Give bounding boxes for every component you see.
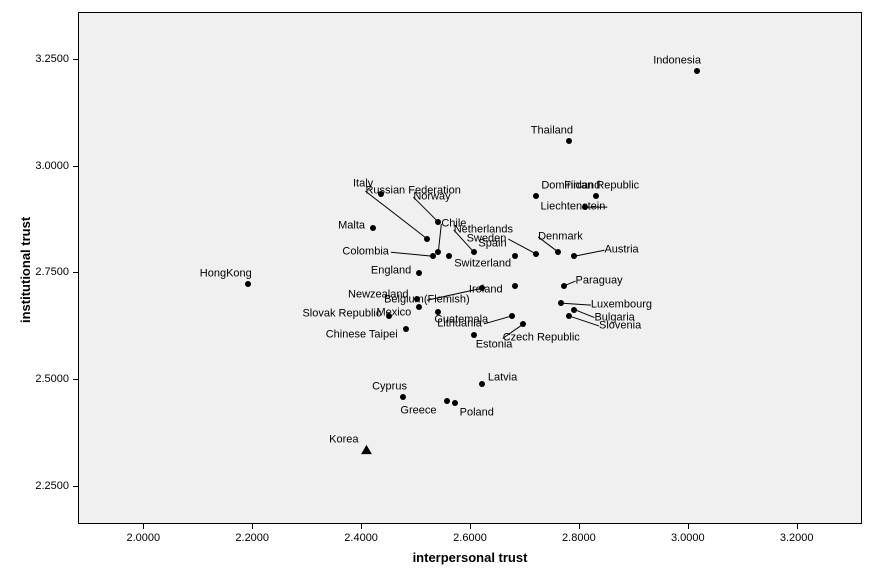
data-point	[571, 307, 577, 313]
y-tick-mark	[73, 59, 78, 60]
data-point	[444, 398, 450, 404]
data-point	[471, 332, 477, 338]
leader-line	[574, 310, 594, 318]
x-tick-mark	[579, 524, 580, 529]
data-point	[561, 283, 567, 289]
data-point	[471, 249, 477, 255]
point-label: Latvia	[488, 373, 517, 384]
y-tick-mark	[73, 486, 78, 487]
point-label: HongKong	[200, 268, 252, 279]
data-point	[694, 68, 700, 74]
point-label: Poland	[460, 408, 494, 419]
data-point	[566, 138, 572, 144]
y-tick-label: 2.7500	[35, 266, 69, 278]
point-label: Cyprus	[372, 382, 407, 393]
leader-line	[561, 303, 591, 305]
y-tick-label: 2.5000	[35, 373, 69, 385]
data-point	[558, 300, 564, 306]
point-label: Mexico	[376, 308, 411, 319]
data-point	[533, 251, 539, 257]
x-tick-label: 2.0000	[127, 532, 161, 544]
leader-line	[574, 250, 604, 256]
data-point	[386, 313, 392, 319]
y-tick-mark	[73, 272, 78, 273]
x-tick-mark	[797, 524, 798, 529]
data-point	[520, 321, 526, 327]
x-tick-mark	[688, 524, 689, 529]
data-point	[416, 270, 422, 276]
x-tick-label: 2.6000	[453, 532, 487, 544]
point-label: Estonia	[476, 340, 513, 351]
data-point	[416, 304, 422, 310]
data-point	[446, 253, 452, 259]
leader-line	[391, 252, 433, 256]
point-label: Ireland	[469, 285, 503, 296]
point-label: Indonesia	[653, 55, 701, 66]
data-point	[512, 253, 518, 259]
y-tick-mark	[73, 379, 78, 380]
x-tick-label: 2.2000	[235, 532, 269, 544]
y-tick-label: 2.2500	[35, 480, 69, 492]
x-tick-mark	[470, 524, 471, 529]
data-point	[512, 283, 518, 289]
data-point	[403, 326, 409, 332]
y-axis-label: institutional trust	[18, 217, 33, 323]
data-point	[430, 253, 436, 259]
point-label: Korea	[329, 435, 358, 446]
data-point	[361, 445, 372, 454]
point-label: Switzerland	[454, 259, 511, 270]
data-point	[571, 253, 577, 259]
data-point	[533, 193, 539, 199]
point-label: Slovenia	[599, 320, 641, 331]
leader-line	[508, 239, 536, 254]
y-tick-label: 3.0000	[35, 160, 69, 172]
data-point	[479, 285, 485, 291]
data-point	[566, 313, 572, 319]
point-label: Spain	[478, 239, 506, 250]
point-label: Greece	[400, 406, 436, 417]
y-tick-mark	[73, 166, 78, 167]
point-label: Luxembourg	[591, 300, 652, 311]
point-label: Austria	[604, 245, 638, 256]
x-tick-label: 3.0000	[671, 532, 705, 544]
data-point	[479, 381, 485, 387]
point-label: Liechtenstein	[541, 202, 606, 213]
data-point	[370, 225, 376, 231]
point-label: Dominican Republic	[541, 181, 639, 192]
point-label: Norway	[413, 192, 450, 203]
scatter-chart: IndonesiaThailandFinlandDominican Republ…	[0, 0, 878, 575]
point-label: Paraguay	[576, 276, 623, 287]
data-point	[245, 281, 251, 287]
x-tick-label: 2.4000	[344, 532, 378, 544]
point-label: Malta	[338, 221, 365, 232]
point-label: Lithuania	[437, 318, 482, 329]
data-point	[555, 249, 561, 255]
y-tick-label: 3.2500	[35, 53, 69, 65]
data-point	[593, 193, 599, 199]
point-label: Slovak Republic	[302, 308, 381, 319]
x-tick-mark	[143, 524, 144, 529]
data-point	[400, 394, 406, 400]
x-tick-label: 2.8000	[562, 532, 596, 544]
point-label: Thailand	[531, 126, 573, 137]
point-label: Czech Republic	[503, 333, 580, 344]
point-label: Denmark	[538, 231, 583, 242]
point-label: Newzealand	[348, 289, 409, 300]
data-point	[435, 249, 441, 255]
x-tick-label: 3.2000	[780, 532, 814, 544]
x-axis-label: interpersonal trust	[413, 550, 528, 565]
x-tick-mark	[361, 524, 362, 529]
data-point	[509, 313, 515, 319]
data-point	[414, 296, 420, 302]
point-label: Colombia	[342, 247, 388, 258]
x-tick-mark	[252, 524, 253, 529]
point-label: England	[371, 266, 411, 277]
plot-area: IndonesiaThailandFinlandDominican Republ…	[78, 12, 862, 524]
data-point	[424, 236, 430, 242]
data-point	[452, 400, 458, 406]
point-label: Chinese Taipei	[326, 329, 398, 340]
